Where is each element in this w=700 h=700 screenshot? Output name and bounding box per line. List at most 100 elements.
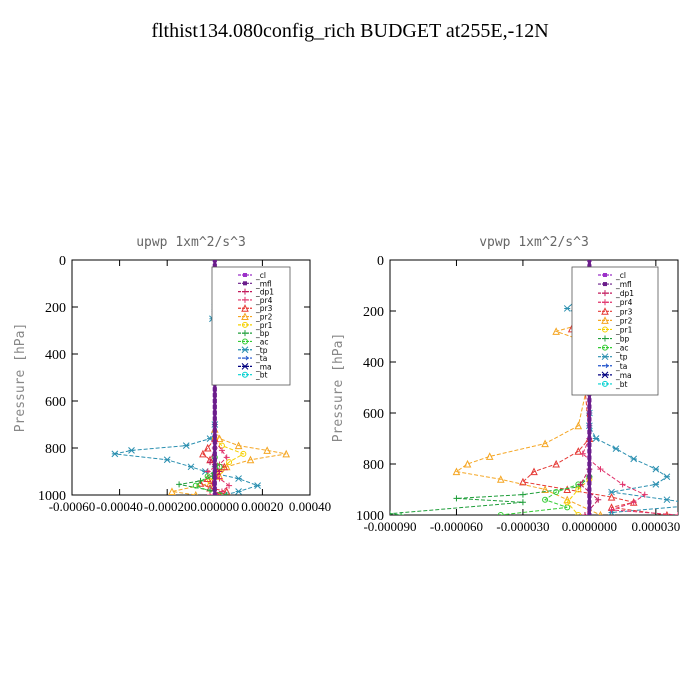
series-point bbox=[587, 404, 592, 409]
series-point bbox=[390, 510, 393, 515]
x-tick-label: -0.00060 bbox=[49, 499, 96, 514]
legend-marker bbox=[601, 307, 609, 315]
series-point bbox=[212, 493, 217, 495]
series-line-pr4 bbox=[582, 438, 678, 515]
y-axis-label: Pressure [hPa] bbox=[13, 323, 28, 433]
legend-label: _bp bbox=[615, 335, 630, 344]
legend-label: _tp bbox=[255, 346, 268, 355]
legend-label: _pr3 bbox=[255, 304, 273, 313]
series-point bbox=[597, 466, 604, 473]
series-point bbox=[530, 467, 538, 476]
legend-marker bbox=[601, 371, 609, 379]
series-point bbox=[452, 467, 461, 476]
series-point bbox=[607, 493, 616, 501]
panel-title: upwp 1xm^2/s^3 bbox=[136, 235, 246, 250]
series-point bbox=[587, 398, 592, 403]
series-point bbox=[220, 462, 229, 471]
series-point bbox=[212, 416, 217, 421]
legend-marker bbox=[602, 290, 608, 297]
figure-title: flthist134.080config_rich BUDGET at255E,… bbox=[151, 20, 549, 42]
series-point bbox=[182, 442, 190, 450]
y-tick-label: 600 bbox=[363, 407, 384, 422]
chart-panel-2: vpwp 1xm^2/s^3 Pressure [hPa] 0 200 400 600 80… bbox=[331, 235, 680, 534]
series-line-ac bbox=[194, 457, 221, 495]
legend-label: _cl bbox=[615, 271, 626, 280]
legend-label: _bp bbox=[255, 329, 270, 338]
series-point bbox=[212, 399, 217, 403]
series-point bbox=[204, 473, 211, 480]
legend-label: _pr1 bbox=[615, 325, 633, 334]
series-point bbox=[630, 499, 637, 506]
series-point bbox=[577, 481, 584, 488]
legend-label: _dp1 bbox=[255, 288, 274, 297]
legend-marker bbox=[241, 312, 249, 321]
series-point bbox=[216, 475, 223, 482]
series-point bbox=[587, 500, 592, 505]
chart-panel-1: upwp 1xm^2/s^3 Pressure [hPa] 0 200 400 600 80… bbox=[13, 235, 331, 514]
series-point bbox=[587, 417, 592, 422]
series-point bbox=[240, 450, 247, 457]
series-point bbox=[563, 305, 571, 312]
legend-marker bbox=[243, 273, 247, 277]
series-point bbox=[519, 491, 526, 498]
legend-marker bbox=[601, 316, 609, 324]
series-point bbox=[246, 455, 255, 464]
series-point bbox=[675, 512, 678, 515]
series-point bbox=[587, 513, 592, 515]
series-point bbox=[212, 434, 217, 439]
series-point bbox=[587, 411, 592, 415]
legend-marker bbox=[243, 281, 247, 286]
series-point bbox=[587, 260, 592, 262]
legend-label: _pr2 bbox=[255, 313, 273, 322]
legend-marker bbox=[242, 288, 248, 295]
legend-marker bbox=[603, 273, 607, 277]
series-point bbox=[587, 468, 592, 473]
legend-label: _pr1 bbox=[255, 321, 273, 330]
x-tick-label: 0.000030 bbox=[631, 519, 680, 534]
legend-box bbox=[571, 266, 659, 396]
series-point bbox=[207, 487, 214, 494]
series-point bbox=[199, 449, 207, 458]
legend-marker bbox=[602, 326, 608, 333]
y-tick-label: 200 bbox=[363, 305, 384, 320]
series-point bbox=[212, 440, 217, 445]
legend-marker bbox=[242, 338, 248, 345]
series-point bbox=[212, 387, 217, 392]
series-point bbox=[587, 493, 592, 498]
series-point bbox=[519, 499, 526, 506]
x-tick-label: 0.0000000 bbox=[562, 519, 617, 534]
legend: _cl_mfl_dp1_pr4_pr3_pr2_pr1_bp_ac_tp_ta_… bbox=[211, 266, 291, 386]
series-point bbox=[612, 445, 620, 453]
y-tick-label: 400 bbox=[45, 348, 66, 363]
legend-marker bbox=[241, 346, 249, 354]
series-point bbox=[212, 457, 217, 462]
plot-frame bbox=[389, 259, 679, 516]
series-point bbox=[587, 449, 592, 454]
series-point bbox=[463, 459, 472, 468]
series-point bbox=[485, 452, 494, 460]
series-point bbox=[212, 487, 217, 492]
series-point bbox=[212, 428, 217, 433]
series-point bbox=[216, 492, 223, 495]
plot-frame bbox=[71, 259, 311, 496]
series-point bbox=[212, 463, 217, 468]
series-point bbox=[212, 446, 217, 450]
legend-label: _pr4 bbox=[615, 298, 633, 307]
legend-label: _dp1 bbox=[615, 289, 634, 298]
series-point bbox=[226, 482, 233, 489]
series-point bbox=[128, 446, 135, 454]
legend-marker bbox=[242, 296, 248, 303]
legend-label: _pr2 bbox=[615, 316, 633, 325]
series-point bbox=[608, 506, 615, 513]
series-point bbox=[218, 447, 225, 454]
series-point bbox=[398, 512, 405, 515]
legend-marker bbox=[603, 282, 607, 287]
series-point bbox=[587, 474, 592, 479]
series-line-bp bbox=[390, 476, 590, 515]
y-tick-label: 400 bbox=[363, 356, 384, 371]
series-line-pr1 bbox=[209, 438, 245, 495]
series-point bbox=[212, 481, 217, 486]
series-point bbox=[234, 441, 243, 450]
legend-marker bbox=[602, 380, 608, 387]
series-point bbox=[203, 443, 212, 452]
